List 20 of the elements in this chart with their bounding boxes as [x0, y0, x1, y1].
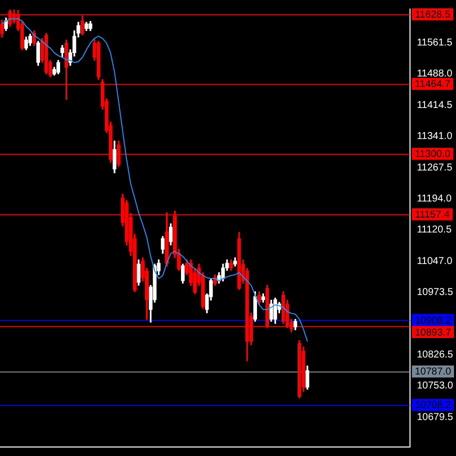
y-tick-label: 11341.0: [416, 131, 453, 142]
y-tick-label: 10753.0: [416, 380, 454, 392]
ref-line-label: 11157.4: [414, 210, 450, 220]
ref-line-label: 10908.2: [414, 315, 452, 326]
ref-line-label: 10708.2: [414, 400, 452, 412]
y-tick-label: 11267.5: [416, 162, 453, 174]
ref-line-label: 10893.7: [414, 327, 452, 338]
y-tick-label: 10826.5: [416, 349, 454, 360]
y-tick-label: 10973.5: [416, 287, 454, 298]
ref-line-label: 11464.7: [414, 79, 451, 90]
y-tick-label: 11194.0: [416, 193, 452, 204]
y-tick-label: 11120.5: [416, 224, 452, 236]
ref-line-label: 11300.0: [414, 148, 451, 160]
y-tick-label: 11047.0: [416, 256, 453, 267]
y-tick-label: 11414.5: [416, 100, 453, 111]
ref-line-label: 11628.5: [414, 10, 451, 21]
y-tick-label: 10679.5: [416, 412, 454, 423]
y-tick-label: 11561.5: [416, 37, 453, 48]
ref-line-label: 10787.0: [414, 366, 452, 378]
y-tick-label: 11488.0: [416, 68, 453, 80]
